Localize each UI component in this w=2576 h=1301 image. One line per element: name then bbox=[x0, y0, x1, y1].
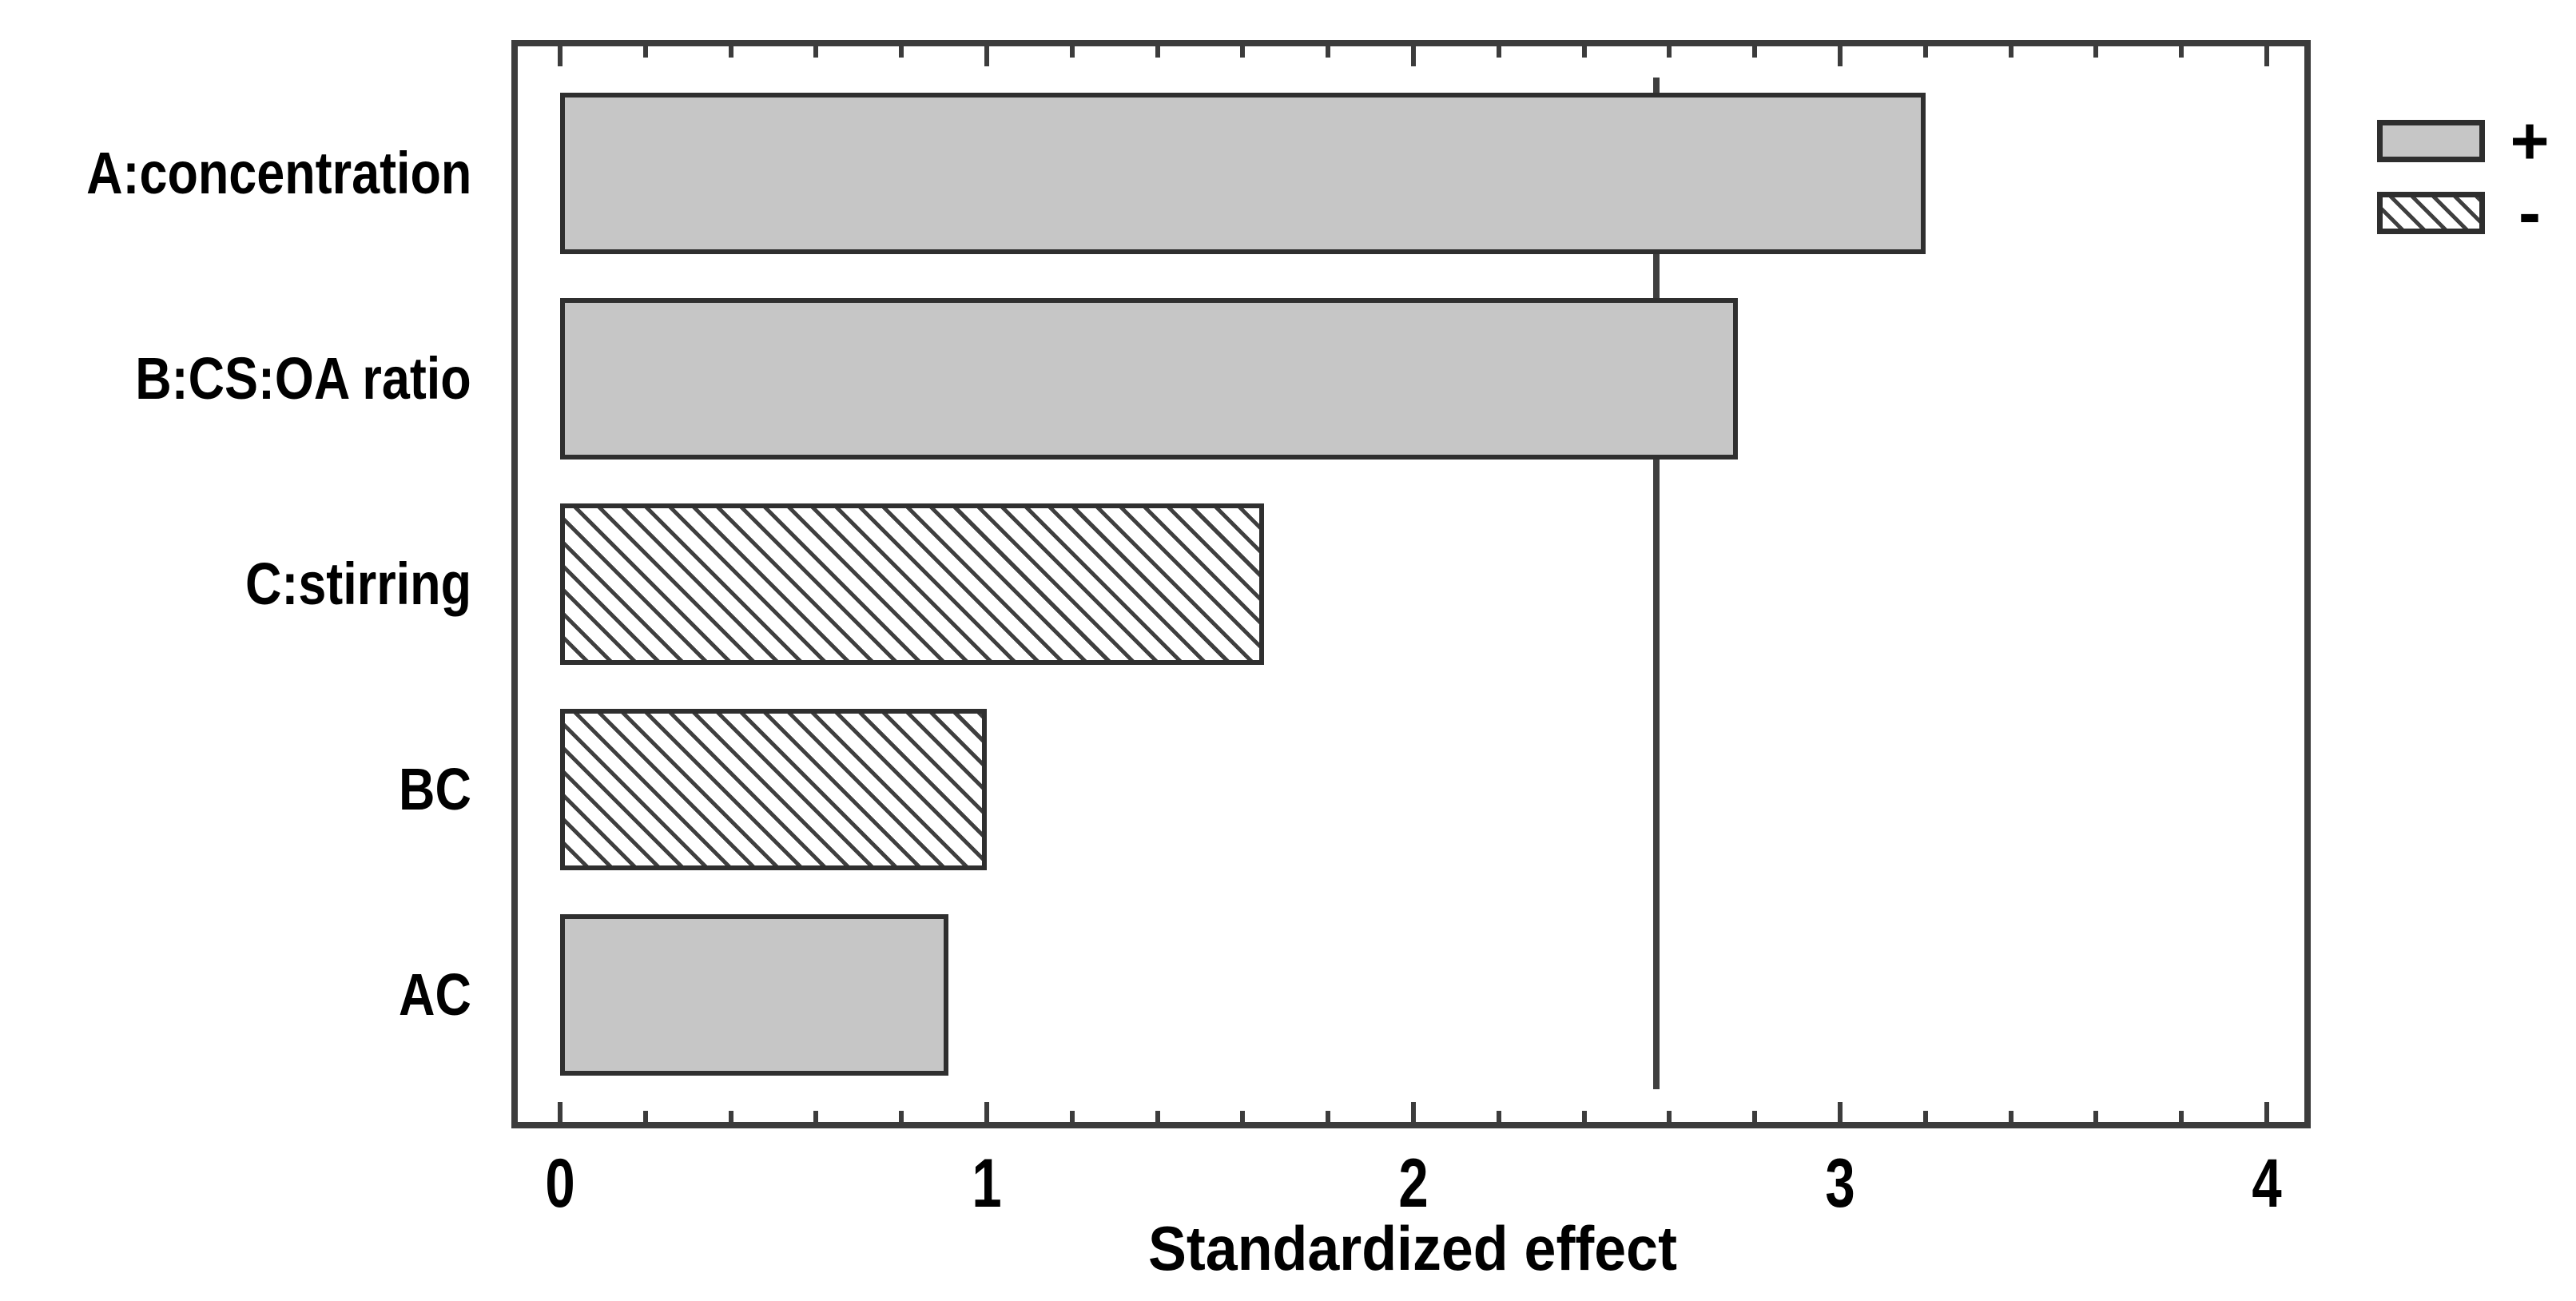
x-minor-tick-bottom-2.2 bbox=[1496, 1111, 1501, 1122]
x-minor-tick-bottom-1.6 bbox=[1240, 1111, 1246, 1122]
category-label-b-cs-oa-ratio: B:CS:OA ratio bbox=[135, 345, 471, 412]
x-minor-tick-top-3.8 bbox=[2179, 46, 2184, 58]
x-minor-tick-top-0.4 bbox=[728, 46, 733, 58]
x-minor-tick-bottom-0.6 bbox=[813, 1111, 819, 1122]
x-minor-tick-bottom-0.4 bbox=[728, 1111, 733, 1122]
legend-entry-positive: + bbox=[2377, 103, 2574, 178]
legend-label-negative: - bbox=[2518, 175, 2541, 250]
x-minor-tick-bottom-3.2 bbox=[1922, 1111, 1928, 1122]
x-minor-tick-bottom-2.8 bbox=[1752, 1111, 1758, 1122]
legend-label-positive: + bbox=[2510, 103, 2550, 178]
category-label-a-concentration: A:concentration bbox=[85, 140, 471, 206]
bar-a-concentration bbox=[560, 93, 1926, 254]
bar-bc bbox=[560, 709, 987, 870]
x-minor-tick-top-0.8 bbox=[899, 46, 904, 58]
x-axis-title: Standardized effect bbox=[1148, 1213, 1677, 1283]
x-tick-label-4: 4 bbox=[2252, 1145, 2282, 1222]
x-major-tick-top-2.0 bbox=[1411, 46, 1416, 66]
x-major-tick-bottom-0.0 bbox=[558, 1102, 563, 1122]
x-tick-label-1: 1 bbox=[972, 1145, 1002, 1222]
x-minor-tick-top-3.2 bbox=[1922, 46, 1928, 58]
x-tick-label-3: 3 bbox=[1825, 1145, 1855, 1222]
x-minor-tick-top-0.2 bbox=[642, 46, 648, 58]
x-minor-tick-top-1.8 bbox=[1326, 46, 1331, 58]
x-minor-tick-bottom-1.2 bbox=[1069, 1111, 1075, 1122]
x-minor-tick-top-2.2 bbox=[1496, 46, 1501, 58]
bar-b-cs-oa-ratio bbox=[560, 298, 1738, 460]
bar-c-stirring bbox=[560, 503, 1265, 665]
x-minor-tick-top-1.2 bbox=[1069, 46, 1075, 58]
x-major-tick-top-4.0 bbox=[2264, 46, 2269, 66]
x-minor-tick-top-2.8 bbox=[1752, 46, 1758, 58]
category-label-ac: AC bbox=[399, 961, 471, 1028]
x-minor-tick-bottom-2.4 bbox=[1581, 1111, 1587, 1122]
x-minor-tick-bottom-3.8 bbox=[2179, 1111, 2184, 1122]
x-tick-label-2: 2 bbox=[1398, 1145, 1429, 1222]
x-minor-tick-top-2.6 bbox=[1667, 46, 1672, 58]
x-major-tick-top-0.0 bbox=[558, 46, 563, 66]
x-minor-tick-top-0.6 bbox=[813, 46, 819, 58]
x-minor-tick-bottom-3.6 bbox=[2093, 1111, 2099, 1122]
x-minor-tick-bottom-0.2 bbox=[642, 1111, 648, 1122]
x-minor-tick-bottom-3.4 bbox=[2008, 1111, 2013, 1122]
legend-swatch-positive-icon bbox=[2377, 120, 2485, 162]
x-major-tick-bottom-1.0 bbox=[984, 1102, 989, 1122]
x-major-tick-bottom-4.0 bbox=[2264, 1102, 2269, 1122]
plot-area bbox=[511, 40, 2311, 1128]
x-major-tick-bottom-3.0 bbox=[1838, 1102, 1843, 1122]
legend-entry-negative: - bbox=[2377, 175, 2574, 250]
x-minor-tick-bottom-1.8 bbox=[1326, 1111, 1331, 1122]
x-minor-tick-top-2.4 bbox=[1581, 46, 1587, 58]
category-label-bc: BC bbox=[399, 756, 471, 822]
x-minor-tick-bottom-1.4 bbox=[1155, 1111, 1160, 1122]
x-minor-tick-top-3.4 bbox=[2008, 46, 2013, 58]
x-major-tick-top-1.0 bbox=[984, 46, 989, 66]
x-minor-tick-bottom-0.8 bbox=[899, 1111, 904, 1122]
bar-ac bbox=[560, 914, 948, 1076]
category-label-c-stirring: C:stirring bbox=[244, 551, 471, 617]
x-major-tick-bottom-2.0 bbox=[1411, 1102, 1416, 1122]
x-minor-tick-top-1.4 bbox=[1155, 46, 1160, 58]
x-major-tick-top-3.0 bbox=[1838, 46, 1843, 66]
significance-reference-line bbox=[1653, 78, 1660, 1089]
legend-swatch-negative-icon bbox=[2377, 192, 2485, 234]
x-minor-tick-bottom-2.6 bbox=[1667, 1111, 1672, 1122]
x-tick-label-0: 0 bbox=[545, 1145, 575, 1222]
x-minor-tick-top-1.6 bbox=[1240, 46, 1246, 58]
x-minor-tick-top-3.6 bbox=[2093, 46, 2099, 58]
